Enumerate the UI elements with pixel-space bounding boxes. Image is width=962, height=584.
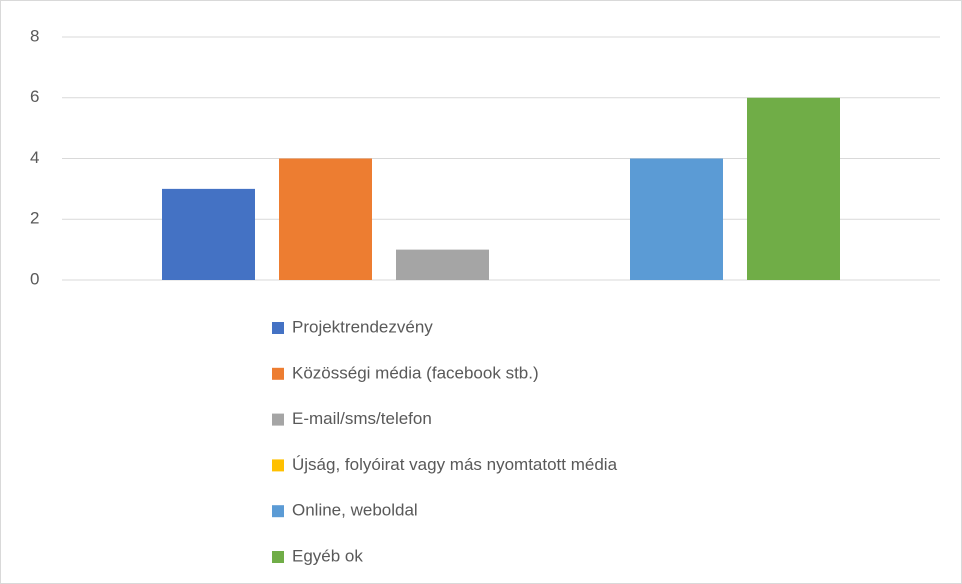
legend-label: Egyéb ok [292,546,363,565]
legend-swatch [272,551,284,563]
legend-label: Újság, folyóirat vagy más nyomtatott méd… [292,455,618,474]
legend-label: Projektrendezvény [292,317,433,336]
legend-label: E-mail/sms/telefon [292,409,432,428]
legend-swatch [272,367,284,380]
legend-label: Közösségi média (facebook stb.) [292,363,539,382]
bar [279,158,372,280]
legend-swatch [272,505,284,518]
y-tick-label: 6 [30,87,39,106]
y-tick-label: 4 [30,148,39,167]
bar [747,97,840,280]
legend-swatch [272,413,284,426]
y-tick-label: 8 [30,26,39,45]
y-tick-label: 0 [30,269,39,288]
bar [162,188,255,280]
legend-swatch [272,459,284,472]
legend-label: Online, weboldal [292,501,418,520]
bar [396,249,489,280]
y-tick-label: 2 [30,209,39,228]
legend-swatch [272,322,284,334]
bar [630,158,723,280]
